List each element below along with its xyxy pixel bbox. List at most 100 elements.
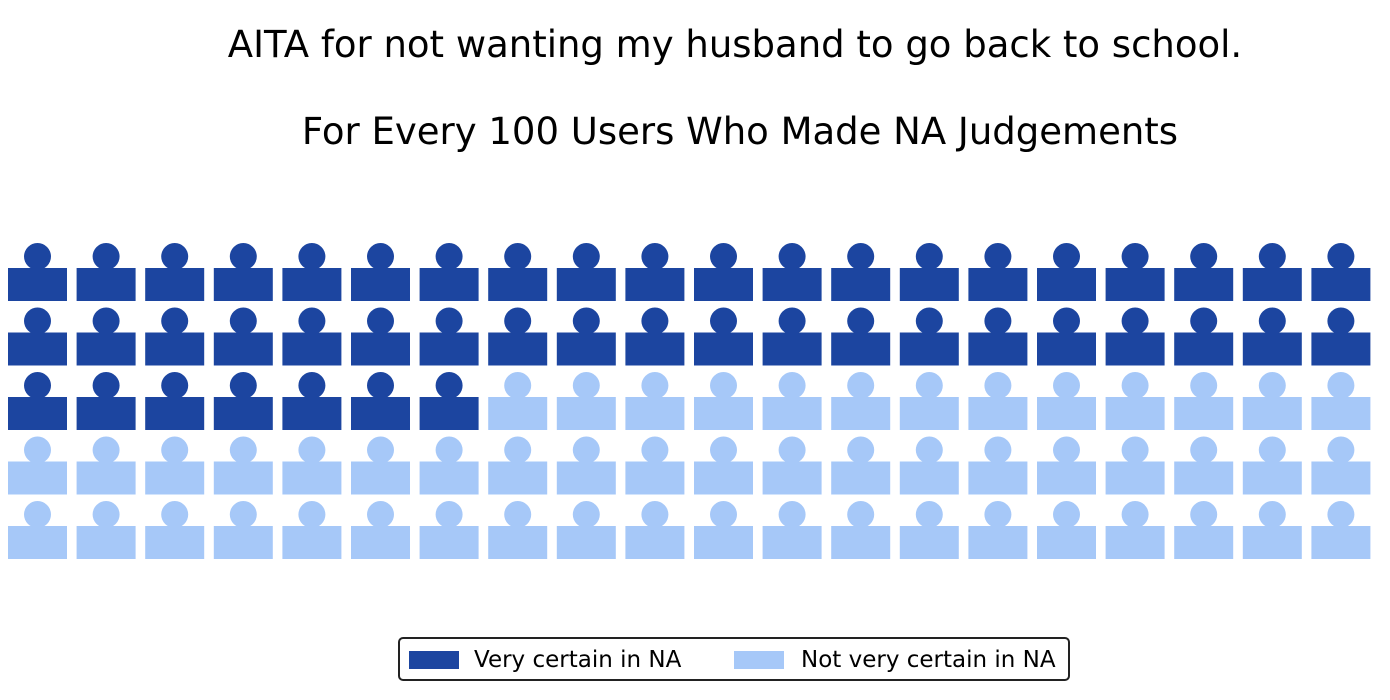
person-icon [76,436,136,495]
person-icon [899,372,959,430]
person-icon [625,436,685,495]
person-icon [1037,501,1096,559]
person-icon [968,372,1028,430]
person-icon [556,307,616,366]
person-icon [1105,243,1165,301]
person-icon [762,501,822,559]
person-icon [488,436,548,495]
person-icon [488,307,548,366]
person-icon [76,243,136,301]
legend-label-not-very-certain: Not very certain in NA [801,647,1056,673]
person-icon [694,307,753,366]
person-icon [76,501,136,559]
person-icon [282,307,342,366]
person-icon [762,307,822,366]
person-icon [762,372,822,430]
person-icon [1037,436,1096,495]
person-icon [899,307,959,366]
person-icon [1174,243,1234,301]
person-icon [419,372,479,430]
person-icon [694,372,753,430]
person-icon [899,243,959,301]
person-icon [145,372,205,430]
person-icon [1174,436,1234,495]
person-icon [968,307,1028,366]
person-icon [625,372,685,430]
person-icon [8,307,67,366]
person-icon [556,243,616,301]
person-icon [1105,307,1165,366]
person-icon [1311,243,1371,301]
person-icon [556,436,616,495]
person-icon [282,243,342,301]
person-icon [213,436,273,495]
person-icon [145,307,205,366]
person-icon [488,501,548,559]
chart-title: AITA for not wanting my husband to go ba… [227,23,1243,66]
person-icon [488,243,548,301]
legend-label-very-certain: Very certain in NA [474,647,682,673]
person-icon [282,372,342,430]
person-icon [351,501,410,559]
legend-swatch-not-very-certain [734,651,784,669]
person-icon [1105,372,1165,430]
person-icon [968,243,1028,301]
person-icon [968,436,1028,495]
person-icon [625,501,685,559]
person-icon [419,307,479,366]
person-icon [1037,243,1096,301]
person-icon [351,307,410,366]
person-icon [282,436,342,495]
person-icon [831,243,891,301]
person-icon [419,501,479,559]
person-icon [282,501,342,559]
person-icon [213,372,273,430]
person-icon [76,372,136,430]
person-icon [1105,436,1165,495]
person-icon [419,436,479,495]
person-icon [762,243,822,301]
person-icon [1105,501,1165,559]
person-icon [899,436,959,495]
person-icon [694,243,753,301]
person-icon [1037,372,1096,430]
person-icon [1174,307,1234,366]
person-icon [694,436,753,495]
person-icon [968,501,1028,559]
person-icon [351,436,410,495]
person-icon [145,501,205,559]
person-icon [1311,372,1371,430]
person-icon [1174,372,1234,430]
person-icon [831,501,891,559]
person-icon [213,243,273,301]
person-icon [1242,243,1302,301]
person-icon [1174,501,1234,559]
person-icon [8,243,67,301]
person-icon [1242,501,1302,559]
person-icon [1242,307,1302,366]
person-icon [351,243,410,301]
person-icon [625,307,685,366]
person-icon [213,501,273,559]
person-icon [8,436,67,495]
person-icon [1311,307,1371,366]
person-icon [419,243,479,301]
person-icon [899,501,959,559]
person-icon [1242,372,1302,430]
person-icon [1037,307,1096,366]
person-icon [831,372,891,430]
legend-swatch-very-certain [409,651,459,669]
person-icon [831,307,891,366]
person-icon [8,501,67,559]
person-icon [1311,501,1371,559]
person-icon [145,436,205,495]
person-icon [488,372,548,430]
person-icon [351,372,410,430]
legend: Very certain in NA Not very certain in N… [398,637,1070,681]
person-icon [1242,436,1302,495]
person-icon [831,436,891,495]
person-icon [1311,436,1371,495]
chart-subtitle: For Every 100 Users Who Made NA Judgemen… [301,110,1179,153]
person-icon [694,501,753,559]
